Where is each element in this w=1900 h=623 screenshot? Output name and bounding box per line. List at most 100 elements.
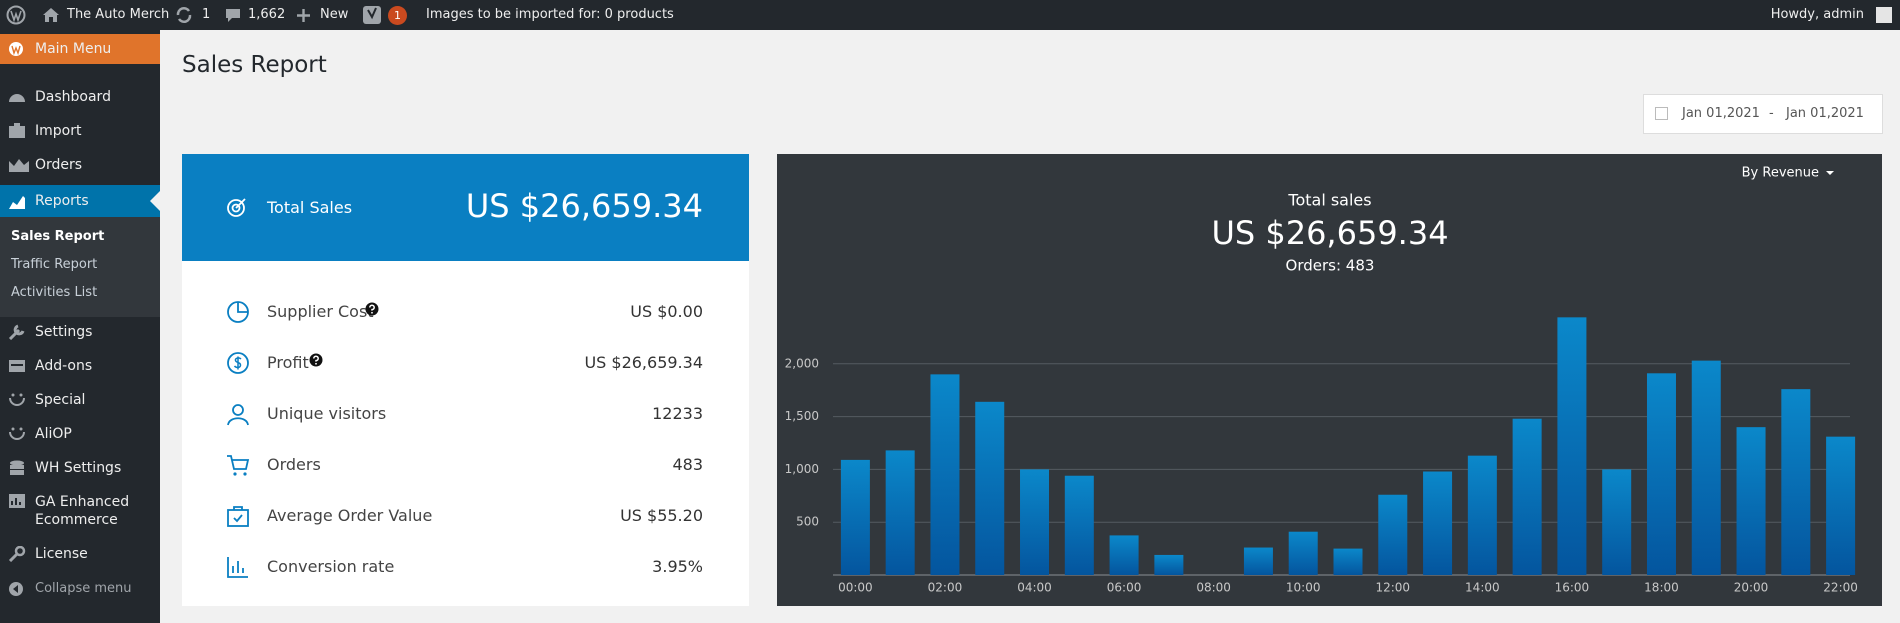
date-from: Jan 01,2021 bbox=[1682, 106, 1760, 121]
date-range[interactable]: Jan 01,2021 - Jan 01,2021 bbox=[1643, 94, 1883, 134]
menu-item[interactable]: Add-ons bbox=[0, 349, 160, 383]
x-tick-label: 12:00 bbox=[1375, 581, 1410, 595]
new-link[interactable]: New bbox=[320, 7, 349, 22]
y-tick-label: 2,000 bbox=[785, 356, 819, 370]
calendar-icon bbox=[1655, 107, 1668, 120]
menu-icon bbox=[9, 427, 25, 440]
page-title: Sales Report bbox=[182, 52, 327, 78]
total-sales-value: US $26,659.34 bbox=[465, 187, 703, 225]
metric-selector[interactable]: By Revenue bbox=[1742, 166, 1819, 181]
chart-subtitle: US $26,659.34 bbox=[1211, 214, 1448, 252]
total-sales-label: Total Sales bbox=[267, 198, 353, 217]
updates-icon bbox=[176, 7, 192, 23]
summary-row: Unique visitors 12233 bbox=[182, 394, 749, 434]
menu-item[interactable]: License bbox=[0, 537, 160, 571]
bar bbox=[1826, 436, 1856, 575]
home-icon bbox=[43, 8, 59, 22]
chart-annotation: Orders: 483 bbox=[1286, 257, 1375, 275]
wp-logo[interactable] bbox=[6, 5, 26, 25]
summary-row: Profit US $26,659.34 bbox=[182, 343, 749, 383]
menu-icon bbox=[9, 393, 25, 406]
row-value: 483 bbox=[672, 455, 703, 474]
row-label: Average Order Value bbox=[267, 506, 433, 525]
main-menu[interactable]: Main Menu bbox=[0, 34, 160, 64]
menu-item[interactable]: WH Settings bbox=[0, 451, 160, 485]
menu-label: Collapse menu bbox=[35, 581, 132, 596]
x-tick-label: 14:00 bbox=[1465, 581, 1500, 595]
menu-item[interactable]: GA Enhanced Ecommerce bbox=[0, 490, 160, 530]
row-label: Supplier Cost bbox=[267, 302, 374, 321]
menu-icon bbox=[9, 94, 25, 102]
menu-label: Settings bbox=[35, 324, 93, 340]
menu-label: Reports bbox=[35, 193, 89, 209]
bar bbox=[1467, 455, 1497, 575]
greeting[interactable]: Howdy, admin bbox=[1770, 7, 1864, 22]
menu-item[interactable]: AliOP bbox=[0, 417, 160, 451]
comments-icon bbox=[226, 9, 240, 22]
menu-label: License bbox=[35, 546, 88, 562]
menu-icon bbox=[9, 360, 25, 372]
bag-icon bbox=[227, 506, 249, 527]
menu-item[interactable]: Settings bbox=[0, 315, 160, 349]
yoast-icon[interactable] bbox=[363, 5, 381, 25]
wp-icon bbox=[9, 42, 23, 56]
x-tick-label: 00:00 bbox=[838, 581, 873, 595]
help-icon[interactable] bbox=[309, 353, 323, 367]
date-separator: - bbox=[1769, 106, 1774, 121]
bar bbox=[1378, 494, 1408, 575]
menu-label: GA Enhanced Ecommerce bbox=[35, 494, 130, 528]
admin-bar: The Auto Merch 1 1,662 New 1 Images to b… bbox=[0, 0, 1900, 30]
menu-item[interactable]: Orders bbox=[0, 148, 160, 182]
avatar[interactable] bbox=[1876, 7, 1892, 23]
submenu-item[interactable]: Activities List bbox=[11, 285, 98, 300]
updates-count[interactable]: 1 bbox=[202, 7, 211, 22]
collapse-menu[interactable]: Collapse menu bbox=[0, 572, 160, 606]
row-label: Unique visitors bbox=[267, 404, 387, 423]
menu-label: Orders bbox=[35, 157, 83, 173]
y-tick-label: 1,000 bbox=[785, 462, 819, 476]
dollar-icon bbox=[227, 352, 249, 374]
menu-icon bbox=[8, 546, 26, 562]
menu-label: Main Menu bbox=[35, 41, 112, 57]
chart-panel: By Revenue Total sales US $26,659.34 Ord… bbox=[777, 154, 1882, 606]
summary-row: Supplier Cost US $0.00 bbox=[182, 292, 749, 332]
bar bbox=[930, 374, 960, 575]
row-label: Orders bbox=[267, 455, 321, 474]
x-tick-label: 04:00 bbox=[1017, 581, 1052, 595]
bar bbox=[1020, 469, 1050, 575]
menu-label: Add-ons bbox=[35, 358, 93, 374]
bars-icon bbox=[227, 557, 248, 578]
menu-icon bbox=[9, 123, 25, 138]
bar bbox=[1646, 373, 1676, 575]
menu-label: Special bbox=[35, 392, 86, 408]
x-tick-label: 22:00 bbox=[1823, 581, 1858, 595]
dropdown-caret[interactable] bbox=[1826, 171, 1834, 175]
menu-item[interactable]: Import bbox=[0, 114, 160, 148]
pie-icon bbox=[227, 301, 249, 323]
bar bbox=[840, 459, 870, 575]
y-tick-label: 1,500 bbox=[785, 409, 819, 423]
menu-item[interactable]: Special bbox=[0, 383, 160, 417]
yoast-badge: 1 bbox=[388, 6, 407, 25]
bar bbox=[1512, 418, 1542, 575]
comments-count[interactable]: 1,662 bbox=[248, 7, 286, 22]
cart-icon bbox=[227, 455, 250, 476]
help-icon[interactable] bbox=[365, 302, 379, 316]
menu-item[interactable]: Dashboard bbox=[0, 80, 160, 114]
site-name[interactable]: The Auto Merch bbox=[67, 7, 170, 22]
submenu-item[interactable]: Traffic Report bbox=[11, 257, 98, 272]
plus-icon bbox=[297, 9, 310, 22]
bar bbox=[1333, 548, 1363, 575]
import-notice[interactable]: Images to be imported for: 0 products bbox=[426, 7, 674, 22]
x-tick-label: 16:00 bbox=[1555, 581, 1590, 595]
submenu-item-current[interactable]: Sales Report bbox=[11, 229, 105, 244]
summary-row: Orders 483 bbox=[182, 445, 749, 485]
summary-row: Conversion rate 3.95% bbox=[182, 547, 749, 587]
row-value: US $0.00 bbox=[630, 302, 703, 321]
menu-item-active[interactable]: Reports bbox=[0, 185, 160, 217]
row-value: 3.95% bbox=[652, 557, 703, 576]
bar bbox=[1557, 317, 1587, 575]
menu-icon bbox=[10, 460, 24, 475]
menu-icon bbox=[8, 324, 25, 340]
row-label: Profit bbox=[267, 353, 309, 372]
